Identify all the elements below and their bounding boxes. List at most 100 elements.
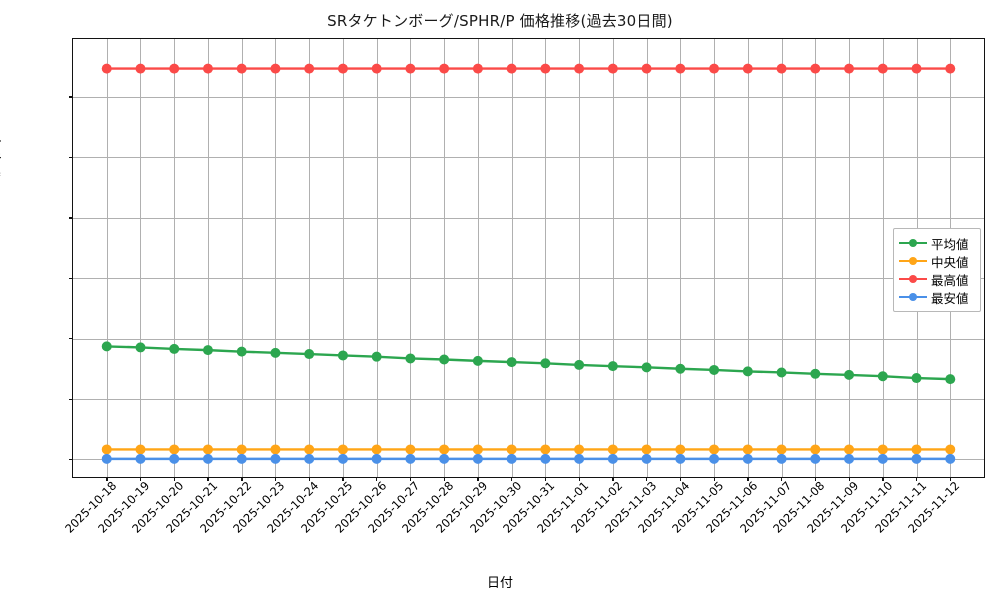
- y-tick-mark: [69, 338, 73, 340]
- data-point-marker: [169, 444, 180, 455]
- data-point-marker: [709, 63, 720, 74]
- data-point-marker: [844, 369, 855, 380]
- x-tick-mark: [139, 477, 142, 481]
- x-gridline: [207, 39, 209, 477]
- data-point-marker: [135, 342, 146, 353]
- data-point-marker: [506, 357, 517, 368]
- data-point-marker: [371, 444, 382, 455]
- data-point-marker: [405, 444, 416, 455]
- x-gridline: [612, 39, 614, 477]
- y-axis-label: 値 (円): [0, 137, 3, 178]
- data-point-marker: [270, 347, 281, 358]
- x-tick-mark: [207, 477, 209, 481]
- x-tick-mark: [443, 477, 445, 481]
- x-gridline: [747, 39, 749, 477]
- x-gridline: [444, 39, 446, 477]
- legend-swatch-icon: [899, 236, 927, 250]
- data-point-marker: [506, 453, 517, 464]
- x-gridline: [781, 39, 783, 477]
- data-point-marker: [742, 453, 753, 464]
- data-point-marker: [405, 453, 416, 464]
- x-tick-mark: [781, 477, 783, 481]
- legend-item-1[interactable]: 平均値: [899, 234, 974, 252]
- series-line: [105, 345, 952, 381]
- data-point-marker: [911, 444, 922, 455]
- x-gridline: [376, 39, 378, 477]
- data-point-marker: [877, 371, 888, 382]
- data-point-marker: [675, 363, 686, 374]
- data-point-marker: [574, 444, 585, 455]
- data-point-marker: [202, 63, 213, 74]
- data-point-marker: [742, 366, 753, 377]
- data-point-marker: [337, 444, 348, 455]
- x-tick-mark: [814, 477, 817, 481]
- series-1: [101, 341, 956, 385]
- data-point-marker: [506, 63, 517, 74]
- data-point-marker: [911, 63, 922, 74]
- data-point-marker: [574, 359, 585, 370]
- data-point-marker: [304, 349, 315, 360]
- x-gridline: [680, 39, 682, 477]
- legend-label: 中央値: [931, 254, 969, 270]
- x-tick-mark: [882, 477, 884, 481]
- data-point-marker: [709, 453, 720, 464]
- data-point-marker: [945, 63, 956, 74]
- legend-item-3[interactable]: 最高値: [899, 270, 974, 288]
- y-gridline: [73, 96, 984, 98]
- legend-item-2[interactable]: 中央値: [899, 252, 974, 270]
- x-tick-mark: [241, 477, 243, 481]
- data-point-marker: [169, 343, 180, 354]
- x-gridline: [545, 39, 547, 477]
- data-point-marker: [304, 444, 315, 455]
- x-tick-mark: [679, 477, 682, 481]
- y-tick-mark: [69, 458, 73, 461]
- x-tick-mark: [646, 477, 648, 481]
- data-point-marker: [877, 63, 888, 74]
- x-tick-mark: [544, 477, 547, 481]
- legend-item-4[interactable]: 最安値: [899, 288, 974, 306]
- data-point-marker: [540, 63, 551, 74]
- data-point-marker: [776, 367, 787, 378]
- x-gridline: [849, 39, 851, 477]
- data-point-marker: [135, 63, 146, 74]
- data-point-marker: [135, 444, 146, 455]
- legend-swatch-icon: [899, 272, 927, 286]
- data-point-marker: [202, 444, 213, 455]
- data-point-marker: [371, 63, 382, 74]
- data-point-marker: [877, 444, 888, 455]
- x-tick-mark: [409, 477, 412, 481]
- data-point-marker: [945, 444, 956, 455]
- data-point-marker: [709, 364, 720, 375]
- x-gridline: [140, 39, 142, 477]
- x-tick-mark: [342, 477, 344, 481]
- data-point-marker: [169, 453, 180, 464]
- y-gridline: [73, 157, 984, 159]
- series-2: [101, 444, 956, 455]
- x-gridline: [174, 39, 176, 477]
- data-point-marker: [641, 444, 652, 455]
- chart-legend[interactable]: 平均値中央値最高値 最安値: [893, 228, 981, 312]
- series-layer: [101, 63, 956, 464]
- data-point-marker: [844, 453, 855, 464]
- data-point-marker: [472, 453, 483, 464]
- y-tick-mark: [69, 398, 73, 400]
- data-point-marker: [202, 345, 213, 356]
- data-point-marker: [439, 63, 450, 74]
- data-point-marker: [371, 453, 382, 464]
- data-point-marker: [439, 444, 450, 455]
- legend-swatch-icon: [899, 290, 927, 304]
- data-point-marker: [270, 453, 281, 464]
- data-point-marker: [607, 361, 618, 372]
- data-point-marker: [945, 453, 956, 464]
- plot-area: [69, 38, 985, 481]
- x-gridline: [511, 39, 513, 477]
- data-point-marker: [304, 453, 315, 464]
- x-gridline: [410, 39, 412, 477]
- data-point-marker: [844, 63, 855, 74]
- x-tick-mark: [274, 477, 277, 481]
- legend-label: 最高値: [931, 272, 969, 288]
- data-point-marker: [439, 453, 450, 464]
- data-point-marker: [540, 444, 551, 455]
- x-gridline: [309, 39, 311, 477]
- x-gridline: [714, 39, 716, 477]
